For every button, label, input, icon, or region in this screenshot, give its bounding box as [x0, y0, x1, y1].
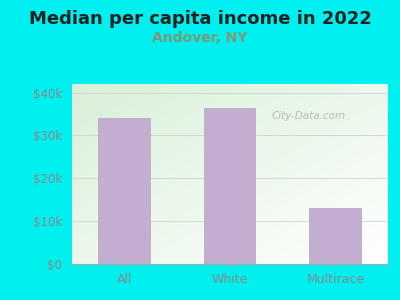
Text: Andover, NY: Andover, NY: [152, 32, 248, 46]
Bar: [204, 108, 256, 264]
Text: City-Data.com: City-Data.com: [271, 111, 345, 122]
Text: Median per capita income in 2022: Median per capita income in 2022: [28, 11, 372, 28]
Bar: [98, 118, 151, 264]
Bar: [309, 208, 362, 264]
